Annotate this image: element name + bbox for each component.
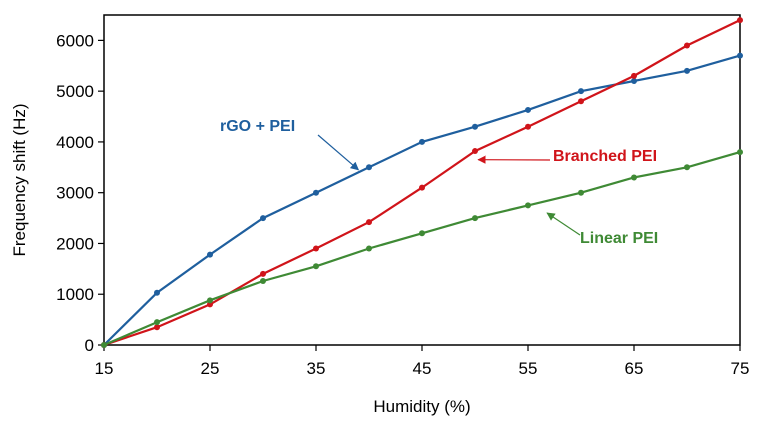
data-point-linear: [684, 164, 690, 171]
data-point-branched: [631, 72, 637, 79]
plot-frame: [103, 14, 741, 346]
x-axis: 15 25 35 45 55 65 75: [95, 345, 750, 378]
y-tick-label: 3000: [56, 184, 94, 203]
series-line-linear: [103, 151, 741, 347]
data-point-branched: [154, 324, 160, 331]
annotation-label-branched: Branched PEI: [553, 148, 657, 165]
x-tick-label: 35: [307, 359, 326, 378]
data-point-branched: [366, 219, 372, 226]
y-axis: 0 1000 2000 3000 4000 5000 6000: [56, 31, 104, 355]
data-point-rgo: [366, 164, 372, 171]
data-point-branched: [472, 148, 478, 155]
x-tick-label: 75: [731, 359, 750, 378]
y-tick-label: 5000: [56, 82, 94, 101]
data-point-linear: [525, 202, 531, 209]
annotation-label-rgo: rGO + PEI: [220, 118, 295, 135]
series-line-rgo: [103, 54, 741, 346]
annotation-layer: rGO + PEI Branched PEI Linear PEI: [220, 118, 658, 247]
data-point-linear: [631, 174, 637, 181]
data-point-linear: [154, 319, 160, 326]
data-point-linear: [472, 215, 478, 222]
data-point-linear: [366, 245, 372, 252]
data-point-rgo: [260, 215, 266, 222]
x-tick-label: 25: [201, 359, 220, 378]
y-tick-label: 6000: [56, 31, 94, 50]
data-point-rgo: [207, 251, 213, 258]
data-point-branched: [419, 184, 425, 191]
x-tick-label: 65: [625, 359, 644, 378]
data-point-branched: [684, 42, 690, 49]
data-point-linear: [578, 189, 584, 196]
y-tick-label: 4000: [56, 133, 94, 152]
data-point-linear: [260, 278, 266, 285]
annotation-label-linear: Linear PEI: [580, 230, 658, 247]
annotation-arrow-rgo: [317, 134, 360, 171]
data-point-rgo: [154, 289, 160, 296]
data-point-rgo: [313, 189, 319, 196]
data-point-rgo: [684, 67, 690, 74]
data-point-linear: [419, 230, 425, 237]
data-point-branched: [578, 98, 584, 105]
data-point-rgo: [737, 52, 743, 59]
series-line-branched: [103, 19, 741, 347]
data-point-rgo: [525, 106, 531, 113]
data-point-branched: [525, 123, 531, 130]
data-point-rgo: [578, 88, 584, 95]
data-point-linear: [101, 342, 107, 348]
annotation-arrow-linear: [546, 212, 581, 236]
data-point-branched: [313, 245, 319, 252]
y-tick-label: 1000: [56, 285, 94, 304]
x-tick-label: 55: [519, 359, 538, 378]
x-axis-title: Humidity (%): [373, 397, 470, 416]
data-point-linear: [207, 297, 213, 304]
data-point-rgo: [419, 138, 425, 145]
data-point-rgo: [631, 78, 637, 84]
data-point-branched: [737, 17, 743, 24]
y-tick-label: 0: [85, 336, 94, 355]
data-point-linear: [313, 263, 319, 270]
data-point-linear: [737, 149, 743, 156]
data-point-branched: [260, 270, 266, 277]
y-axis-title: Frequency shift (Hz): [10, 103, 29, 256]
x-tick-label: 45: [413, 359, 432, 378]
x-tick-label: 15: [95, 359, 114, 378]
data-point-rgo: [472, 123, 478, 130]
series-layer: [101, 17, 743, 348]
y-tick-label: 2000: [56, 234, 94, 253]
